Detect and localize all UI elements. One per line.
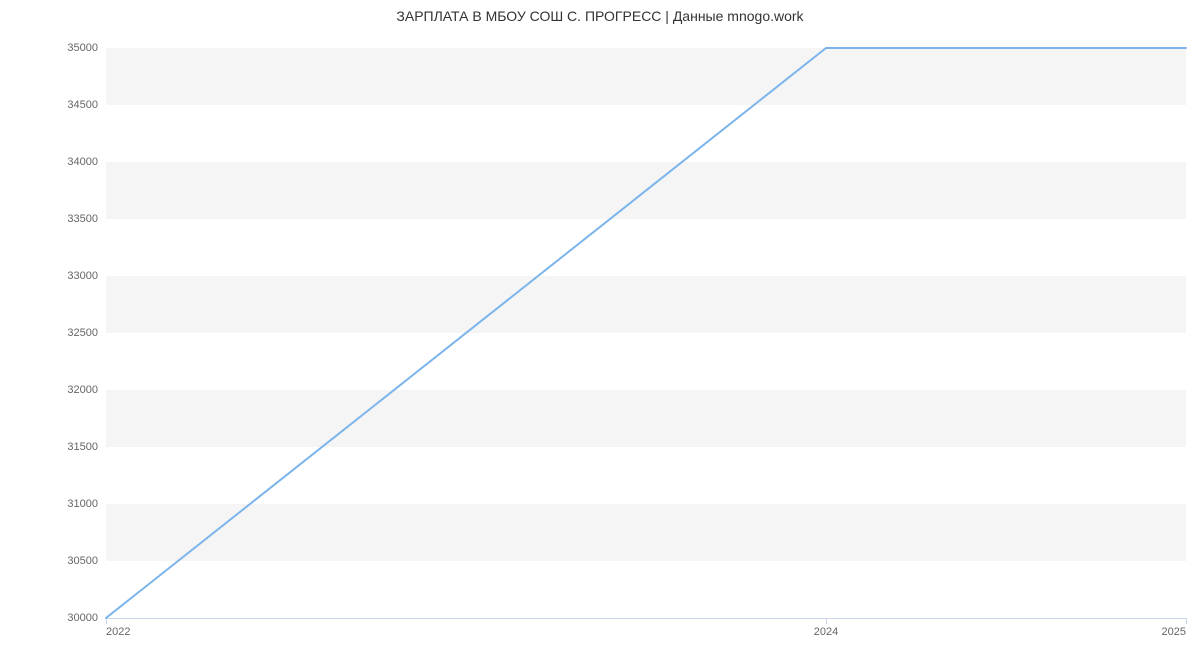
chart-container: ЗАРПЛАТА В МБОУ СОШ С. ПРОГРЕСС | Данные… — [0, 0, 1200, 650]
plot-area: 3000030500310003150032000325003300033500… — [106, 48, 1186, 618]
y-tick-label: 32500 — [67, 327, 98, 339]
y-tick-label: 32000 — [67, 384, 98, 396]
y-tick-label: 33000 — [67, 270, 98, 282]
y-tick-label: 35000 — [67, 42, 98, 54]
y-tick-label: 30000 — [67, 612, 98, 624]
y-tick-label: 34500 — [67, 99, 98, 111]
chart-title: ЗАРПЛАТА В МБОУ СОШ С. ПРОГРЕСС | Данные… — [0, 8, 1200, 24]
y-tick-label: 31500 — [67, 441, 98, 453]
series-salary — [106, 48, 1186, 618]
chart-svg — [106, 48, 1186, 628]
y-tick-label: 33500 — [67, 213, 98, 225]
y-tick-label: 34000 — [67, 156, 98, 168]
y-tick-label: 31000 — [67, 498, 98, 510]
y-tick-label: 30500 — [67, 555, 98, 567]
